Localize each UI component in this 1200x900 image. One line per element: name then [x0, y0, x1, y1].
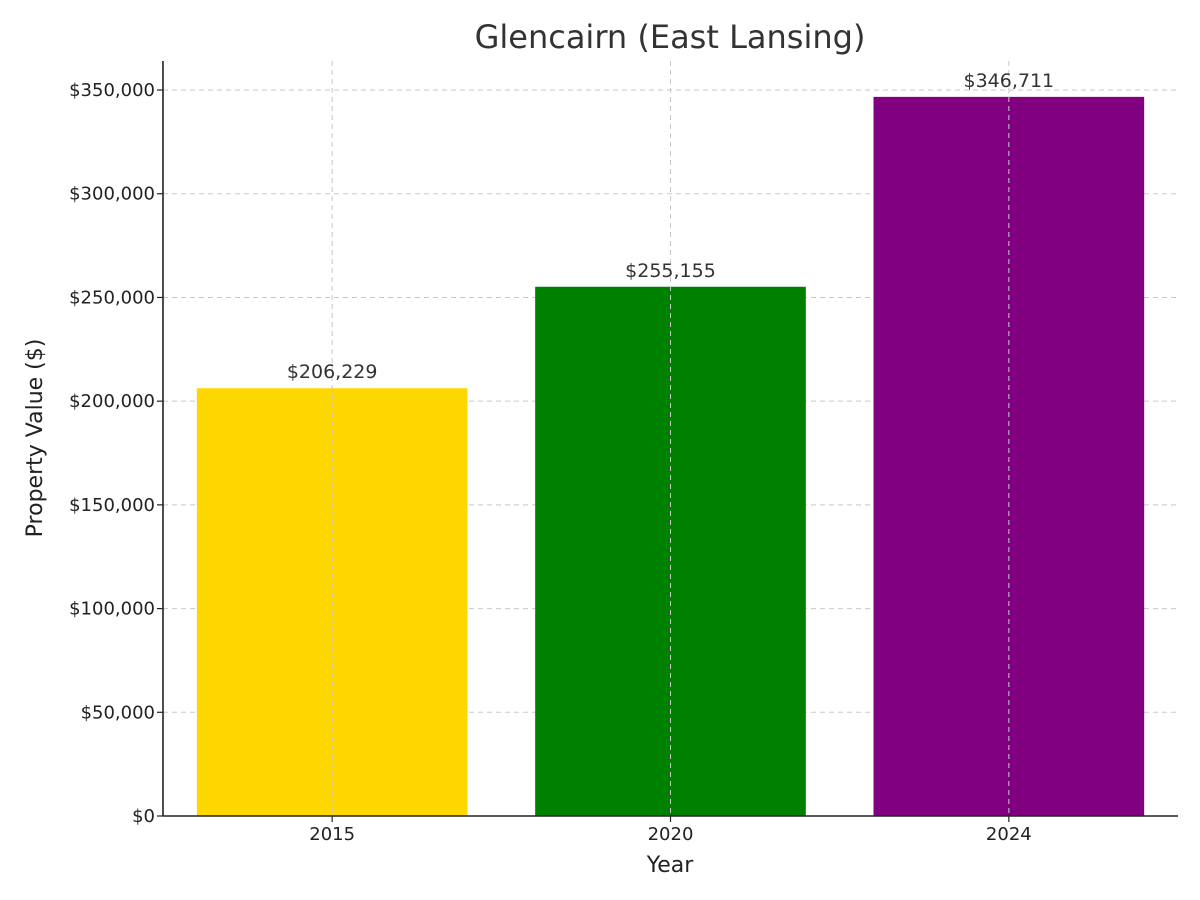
chart-title: Glencairn (East Lansing)	[475, 18, 866, 56]
bar-value-label: $206,229	[287, 361, 378, 383]
y-axis-label: Property Value ($)	[23, 339, 48, 538]
y-tick-label: $250,000	[69, 287, 155, 308]
y-tick-label: $200,000	[69, 391, 155, 412]
y-tick-label: $300,000	[69, 184, 155, 205]
axes-layer: $0 $50,000 $100,000 $150,000 $200,000 $250,00…	[69, 61, 1178, 845]
x-tick-label: 2015	[309, 824, 355, 845]
x-tick-label: 2024	[986, 824, 1032, 845]
x-tick-label: 2020	[648, 824, 694, 845]
x-axis-label: Year	[646, 853, 695, 878]
y-tick-label: $100,000	[69, 599, 155, 620]
y-tick-label: $350,000	[69, 80, 155, 101]
bar-value-label: $346,711	[963, 70, 1054, 92]
bar-value-label: $255,155	[625, 260, 716, 282]
bars-layer	[196, 96, 1145, 817]
bar-2024	[873, 96, 1145, 817]
y-tick-label: $50,000	[81, 702, 155, 723]
y-tick-label: $150,000	[69, 495, 155, 516]
y-tick-label: $0	[132, 806, 155, 827]
bar-labels-layer: $206,229 $255,155 $346,711	[287, 70, 1054, 383]
